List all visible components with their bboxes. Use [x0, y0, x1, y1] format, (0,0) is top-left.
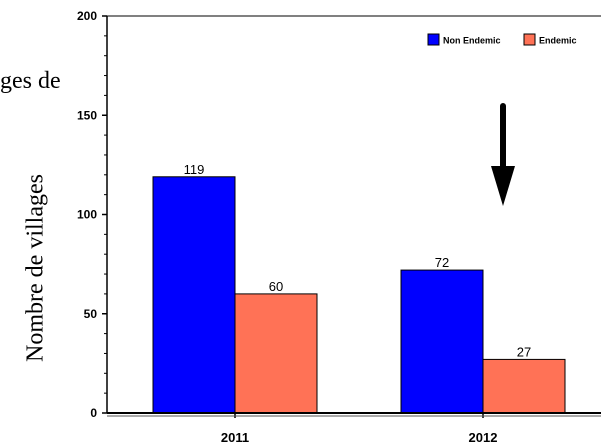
bar-endemic-2011 — [234, 293, 318, 414]
bar-endemic-2012 — [482, 358, 566, 414]
y-tick-label: 200 — [77, 9, 97, 23]
legend-label-endemic: Endemic — [539, 36, 577, 46]
y-tick-label: 150 — [77, 108, 97, 122]
legend-swatch-endemic — [523, 33, 536, 46]
y-tick-label: 100 — [77, 208, 97, 222]
x-tick-label: 2011 — [221, 430, 249, 445]
down-arrow-icon — [491, 166, 515, 206]
legend-swatch-non-endemic — [427, 33, 440, 46]
data-label: 60 — [269, 279, 283, 294]
y-tick-label: 0 — [90, 406, 97, 420]
data-label: 72 — [435, 255, 449, 270]
legend-label-non-endemic: Non Endemic — [443, 36, 501, 46]
data-label: 119 — [184, 162, 205, 177]
x-tick-label: 2012 — [469, 430, 498, 445]
y-tick-label: 50 — [84, 307, 98, 321]
bar-non-endemic-2011 — [152, 176, 236, 414]
chart-title-fragment: ges de — [0, 68, 61, 94]
data-label: 27 — [517, 344, 531, 359]
bar-non-endemic-2012 — [400, 269, 484, 414]
